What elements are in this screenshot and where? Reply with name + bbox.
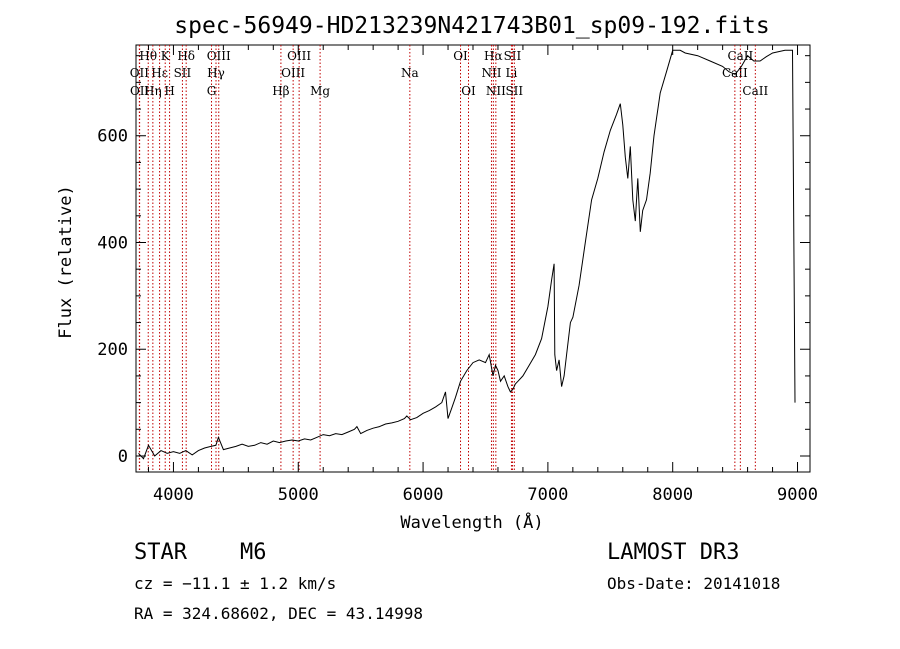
spectral-line-label: OI bbox=[461, 84, 476, 98]
plot-frame bbox=[135, 44, 811, 473]
spectral-line-label: CaII bbox=[727, 49, 753, 63]
survey-name: LAMOST DR3 bbox=[607, 540, 740, 565]
spectral-line-label: Hα bbox=[484, 49, 503, 63]
spectral-line-label: CaII bbox=[742, 84, 768, 98]
spectral-line-label: Hε bbox=[151, 66, 168, 80]
spectral-line-label: Hβ bbox=[272, 84, 289, 98]
y-tick-label: 200 bbox=[97, 340, 128, 360]
spectral-line-label: Hθ bbox=[139, 49, 157, 63]
object-subclass: M6 bbox=[240, 540, 267, 565]
y-tick-label: 400 bbox=[97, 233, 128, 253]
spectral-line-label: OIII bbox=[287, 49, 311, 63]
spectral-line-label: OIII bbox=[207, 49, 231, 63]
spectrum-series-line bbox=[138, 49, 796, 460]
x-tick-label: 7000 bbox=[527, 485, 568, 505]
y-axis-label: Flux (relative) bbox=[56, 185, 76, 339]
observation-date: Obs-Date: 20141018 bbox=[607, 574, 781, 593]
spectral-line-label: G bbox=[207, 84, 217, 98]
spectral-line-label: Hη bbox=[144, 84, 162, 98]
chart-title: spec-56949-HD213239N421743B01_sp09-192.f… bbox=[174, 13, 769, 39]
spectral-line-label: Hγ bbox=[207, 66, 225, 80]
redshift-velocity: cz = −11.1 ± 1.2 km/s bbox=[134, 574, 337, 593]
spectral-line-label: SII bbox=[504, 49, 522, 63]
spectral-line-label: Na bbox=[401, 66, 419, 80]
spectral-line-label: NII bbox=[486, 84, 506, 98]
x-tick-label: 4000 bbox=[153, 485, 194, 505]
spectral-line-label: Li bbox=[506, 66, 518, 80]
x-tick-label: 9000 bbox=[777, 485, 818, 505]
x-tick-label: 8000 bbox=[652, 485, 693, 505]
y-tick-label: 0 bbox=[118, 447, 128, 467]
spectral-line-label: OII bbox=[130, 84, 150, 98]
x-axis-label: Wavelength (Å) bbox=[400, 511, 543, 533]
spectral-line-label: SII bbox=[505, 84, 523, 98]
spectral-line-label: H bbox=[164, 84, 174, 98]
x-tick-label: 5000 bbox=[278, 485, 319, 505]
spectral-line-label: Hδ bbox=[177, 49, 195, 63]
coordinates: RA = 324.68602, DEC = 43.14998 bbox=[134, 604, 423, 623]
spectral-line-label: SII bbox=[174, 66, 192, 80]
spectral-line-label: NII bbox=[481, 66, 501, 80]
spectral-line-label: K bbox=[161, 49, 171, 63]
spectral-line-label: Mg bbox=[310, 84, 330, 98]
spectral-line-label: OIII bbox=[281, 66, 305, 80]
spectral-line-label: CaII bbox=[722, 66, 748, 80]
object-class: STAR bbox=[134, 540, 187, 565]
y-tick-label: 600 bbox=[97, 127, 128, 147]
spectral-line-label: OI bbox=[453, 49, 468, 63]
x-tick-label: 6000 bbox=[403, 485, 444, 505]
